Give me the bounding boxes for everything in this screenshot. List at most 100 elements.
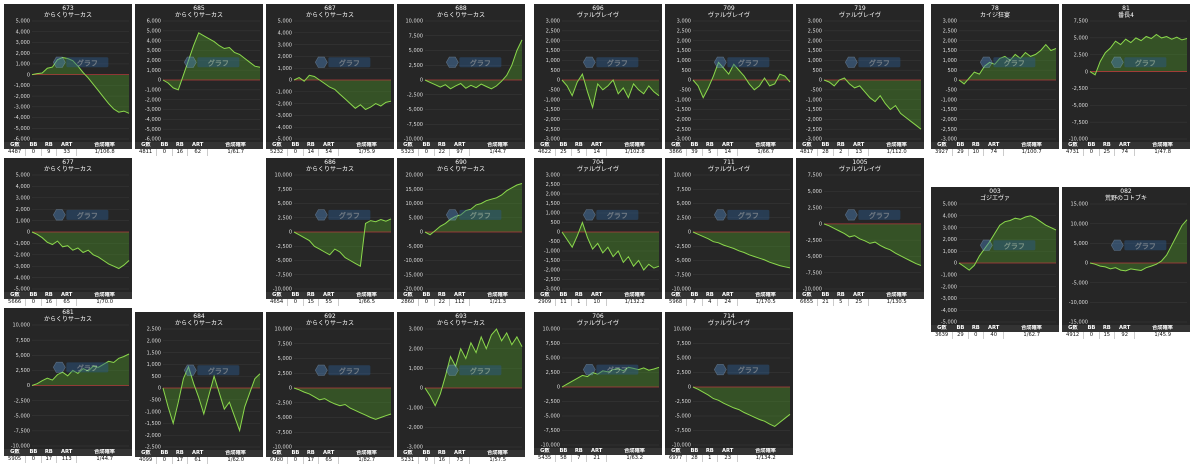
stats-value-cell: 22 bbox=[434, 149, 450, 156]
graph-panel-003[interactable]: 5,000 4,000 3,000 2,000 1,000 0 -1,000 -2,000 -3… bbox=[931, 187, 1059, 339]
graph-panel-81[interactable]: 7,500 5,000 2,500 0 -2,500 -5,000 -7,500 -10,00… bbox=[1062, 4, 1190, 156]
y-tick-label: -5,000 bbox=[941, 320, 957, 325]
graph-panel-685[interactable]: 6,000 5,000 4,000 3,000 2,000 1,000 0 -1,000 -2,… bbox=[135, 4, 263, 156]
stats-header-cell: ART bbox=[449, 142, 470, 149]
graph-panel-690[interactable]: 20,000 15,000 10,000 5,000 0 -5,000 -10,000 -15… bbox=[397, 158, 525, 306]
y-tick-label: 7,500 bbox=[1074, 19, 1088, 25]
machine-title: 686 からくりサーカス bbox=[266, 159, 394, 173]
y-tick-label: 2,500 bbox=[677, 370, 691, 376]
y-tick-label: 0 bbox=[27, 383, 30, 389]
stats-header-cell: G数 bbox=[266, 450, 288, 457]
machine-title: 704 ヴァルヴレイヴ bbox=[534, 159, 662, 173]
graph-panel-677[interactable]: 5,000 4,000 3,000 2,000 1,000 0 -1,000 -2,000 -3… bbox=[4, 158, 132, 306]
machine-name: 番長4 bbox=[1118, 12, 1134, 19]
graph-panel-719[interactable]: 3,000 2,500 2,000 1,500 1,000 500 0 -500 -1,000 -… bbox=[796, 4, 924, 156]
stats-table: G数 BB RB ART 合成確率 4811 0 16 62 1/61.7 bbox=[135, 142, 263, 156]
graph-panel-686[interactable]: 10,000 7,500 5,000 2,500 0 -2,500 -5,000 -7,500… bbox=[266, 158, 394, 306]
stats-table: G数 BB RB ART 合成確率 6977 28 1 23 1/134.2 bbox=[665, 448, 793, 462]
graph-panel-1005[interactable]: 7,500 5,000 2,500 0 -2,500 -5,000 -7,500 -10,00… bbox=[796, 158, 924, 306]
stats-value-cell: 65 bbox=[56, 299, 78, 306]
stats-header-cell: BB bbox=[287, 142, 304, 149]
machine-number: 719 bbox=[854, 5, 866, 12]
y-tick-label: -5,000 bbox=[14, 287, 30, 292]
slump-graph: 3,000 2,500 2,000 1,500 1,000 500 0 -500 -1,000 -… bbox=[941, 19, 1057, 142]
series-area bbox=[294, 388, 391, 420]
machine-name: ヴァルヴレイヴ bbox=[838, 12, 881, 19]
stats-header-cell: RB bbox=[303, 142, 319, 149]
stats-value-cell: 62 bbox=[187, 149, 209, 156]
stats-header-cell: ART bbox=[1114, 142, 1135, 149]
machine-name: ヴァルヴレイヴ bbox=[707, 320, 750, 327]
graph-panel-78[interactable]: 3,000 2,500 2,000 1,500 1,000 500 0 -500 -1,000 -… bbox=[931, 4, 1059, 156]
machine-number: 677 bbox=[62, 159, 74, 166]
y-tick-label: 0 bbox=[158, 386, 161, 392]
y-tick-label: -1,000 bbox=[544, 249, 560, 255]
stats-header-cell: BB bbox=[418, 142, 435, 149]
series-area bbox=[163, 32, 260, 90]
y-tick-label: 2,500 bbox=[546, 182, 560, 188]
stats-header-cell: BB bbox=[555, 142, 572, 149]
y-tick-label: -5,000 bbox=[407, 244, 423, 250]
y-tick-label: -2,500 bbox=[806, 127, 822, 133]
graph-panel-684[interactable]: 2,500 2,000 1,500 1,000 500 0 -500 -1,000 -1,500… bbox=[135, 312, 263, 464]
graph-panel-681[interactable]: 10,000 7,500 5,000 2,500 0 -2,500 -5,000 -7,500… bbox=[4, 308, 132, 463]
slump-graph: 7,500 5,000 2,500 0 -2,500 -5,000 -7,500 -10,00… bbox=[803, 173, 922, 292]
y-tick-label: 15,000 bbox=[1071, 202, 1089, 208]
y-tick-label: 0 bbox=[289, 230, 292, 236]
y-tick-label: 500 bbox=[550, 68, 560, 74]
y-tick-label: -7,500 bbox=[276, 430, 292, 436]
y-tick-label: -2,500 bbox=[806, 238, 822, 244]
stats-value-cell: 54 bbox=[318, 149, 340, 156]
watermark-logo: グラフ bbox=[52, 209, 109, 221]
machine-name: 荒野のコトブキ bbox=[1104, 195, 1147, 202]
y-tick-label: 1,000 bbox=[409, 366, 423, 372]
graph-panel-688[interactable]: 10,000 7,500 5,000 2,500 0 -2,500 -5,000 -7,500… bbox=[397, 4, 525, 156]
graph-panel-711[interactable]: 10,000 7,500 5,000 2,500 0 -2,500 -5,000 -7,500… bbox=[665, 158, 793, 306]
stats-table: G数 BB RB ART 合成確率 4731 0 25 74 1/47.8 bbox=[1062, 142, 1190, 156]
stats-header-cell: G数 bbox=[1062, 325, 1084, 332]
stats-value-cell: 0 bbox=[156, 149, 173, 156]
y-tick-label: 0 bbox=[420, 78, 423, 84]
graph-panel-706[interactable]: 10,000 7,500 5,000 2,500 0 -2,500 -5,000 -7,500… bbox=[534, 312, 662, 462]
y-tick-label: 0 bbox=[420, 230, 423, 236]
y-tick-label: 10,000 bbox=[275, 327, 293, 333]
graph-panel-704[interactable]: 3,000 2,500 2,000 1,500 1,000 500 0 -500 -1,000 -… bbox=[534, 158, 662, 306]
stats-value-cell: 1 bbox=[702, 455, 718, 462]
series-line bbox=[1089, 219, 1188, 272]
y-tick-label: 1,000 bbox=[677, 58, 691, 64]
stats-header-cell: ART bbox=[717, 292, 738, 299]
stats-table: G数 BB RB ART 合成確率 2860 0 22 112 1/21.3 bbox=[397, 292, 525, 306]
y-tick-label: -1,500 bbox=[544, 107, 560, 113]
graph-panel-673[interactable]: 5,000 4,000 3,000 2,000 1,000 0 -1,000 -2,000 -3… bbox=[4, 4, 132, 156]
y-tick-label: -10,000 bbox=[273, 445, 292, 450]
graph-panel-693[interactable]: 3,000 2,000 1,000 0 -1,000 -2,000 -3,000 グラフ 693… bbox=[397, 312, 525, 464]
y-tick-label: -2,500 bbox=[675, 127, 691, 133]
machine-name: からくりサーカス bbox=[43, 316, 92, 323]
graph-panel-692[interactable]: 10,000 7,500 5,000 2,500 0 -2,500 -5,000 -7,500… bbox=[266, 312, 394, 464]
machine-name: からくりサーカス bbox=[305, 320, 354, 327]
graph-panel-082[interactable]: 15,000 10,000 5,000 0 -5,000 -10,000 -15,000 グラ… bbox=[1062, 187, 1190, 339]
svg-text:グラフ: グラフ bbox=[77, 58, 98, 67]
graph-panel-696[interactable]: 3,000 2,500 2,000 1,500 1,000 500 0 -500 -1,000 -… bbox=[534, 4, 662, 156]
svg-text:グラフ: グラフ bbox=[208, 366, 229, 375]
watermark-logo: グラフ bbox=[582, 209, 639, 221]
stats-value-cell: 74 bbox=[1114, 149, 1136, 156]
machine-title: 693 からくりサーカス bbox=[397, 313, 525, 327]
y-tick-label: -1,500 bbox=[675, 107, 691, 113]
stats-header-cell: BB bbox=[25, 292, 42, 299]
stats-value-cell: 25 bbox=[555, 149, 572, 156]
stats-header-cell: RB bbox=[833, 142, 849, 149]
graph-panel-687[interactable]: 5,000 4,000 3,000 2,000 1,000 0 -1,000 -2,000 -3… bbox=[266, 4, 394, 156]
y-tick-label: 2,500 bbox=[546, 370, 560, 376]
stats-header-cell: 合成確率 bbox=[868, 292, 924, 299]
series-line bbox=[958, 43, 1057, 85]
y-tick-label: 2,500 bbox=[546, 29, 560, 35]
graph-panel-709[interactable]: 3,000 2,500 2,000 1,500 1,000 500 0 -500 -1,000 -… bbox=[665, 4, 793, 156]
graph-panel-714[interactable]: 10,000 7,500 5,000 2,500 0 -2,500 -5,000 -7,500… bbox=[665, 312, 793, 462]
y-tick-label: -15,000 bbox=[1069, 320, 1088, 325]
y-tick-label: 1,000 bbox=[16, 62, 30, 68]
stats-value-cell: 1/62.7 bbox=[1003, 332, 1059, 339]
y-tick-label: 1,000 bbox=[278, 66, 292, 72]
stats-value-cell: 74 bbox=[983, 149, 1005, 156]
y-tick-label: -1,500 bbox=[941, 107, 957, 113]
